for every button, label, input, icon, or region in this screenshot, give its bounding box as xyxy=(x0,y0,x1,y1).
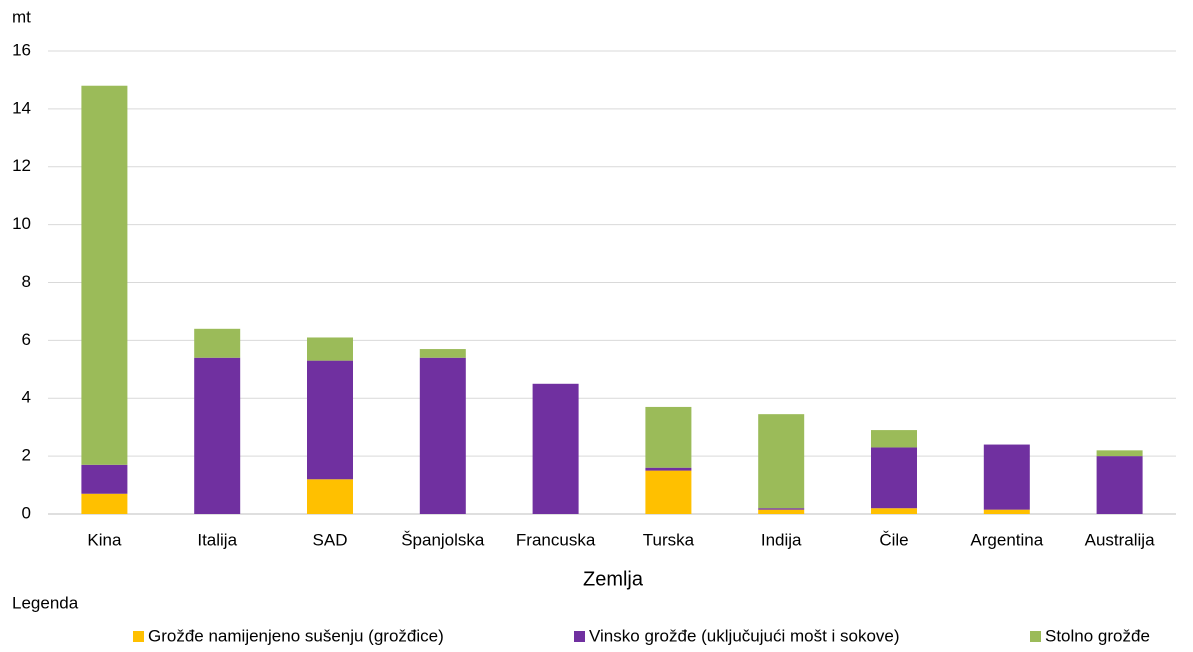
bar-segment xyxy=(532,383,579,514)
bar-segment xyxy=(81,464,128,494)
bar-segment xyxy=(645,467,692,471)
legend-label: Stolno grožđe xyxy=(1045,626,1150,645)
bar-segment xyxy=(419,357,466,514)
y-tick-label: 10 xyxy=(12,214,31,233)
bar-segment xyxy=(81,85,128,465)
legend-swatch xyxy=(133,631,144,642)
bar-segment xyxy=(1096,450,1143,457)
bar-segment xyxy=(307,479,353,514)
x-tick-label: Turska xyxy=(643,530,695,549)
x-axis-title: Zemlja xyxy=(583,568,644,590)
bar-segment xyxy=(983,509,1030,514)
legend-swatch xyxy=(574,631,585,642)
y-tick-label: 4 xyxy=(22,388,31,407)
y-tick-label: 16 xyxy=(12,40,31,59)
y-axis-title: mt xyxy=(12,7,31,26)
x-tick-label: Argentina xyxy=(970,530,1043,549)
bar-segment xyxy=(871,508,917,514)
bar-segment xyxy=(307,360,353,480)
bar-segment xyxy=(871,447,917,509)
bar-segment xyxy=(81,493,128,514)
x-tick-label: Australija xyxy=(1085,530,1155,549)
bar-segment xyxy=(758,509,805,514)
x-tick-label: Italija xyxy=(197,530,237,549)
bar-segment xyxy=(1096,456,1143,514)
bar-segment xyxy=(758,414,805,509)
x-tick-label: Čile xyxy=(879,530,908,549)
bar-segment xyxy=(645,470,692,514)
x-tick-label: SAD xyxy=(313,530,348,549)
bar-segment xyxy=(871,430,917,448)
bar-segment xyxy=(758,508,805,510)
bar-segment xyxy=(307,337,353,361)
y-tick-label: 14 xyxy=(12,98,31,117)
x-tick-label: Francuska xyxy=(516,530,596,549)
y-tick-label: 2 xyxy=(22,446,31,465)
y-tick-label: 6 xyxy=(22,330,31,349)
bar-segment xyxy=(983,444,1030,510)
y-tick-label: 0 xyxy=(22,503,31,522)
y-tick-label: 12 xyxy=(12,156,31,175)
legend-label: Grožđe namijenjeno sušenju (grožđice) xyxy=(148,626,444,645)
legend-label: Vinsko grožđe (uključujući mošt i sokove… xyxy=(589,626,900,645)
x-tick-label: Kina xyxy=(87,530,122,549)
x-tick-label: Indija xyxy=(761,530,802,549)
bar-segment xyxy=(419,349,466,358)
x-tick-label: Španjolska xyxy=(401,530,485,549)
bar-segment xyxy=(194,357,241,514)
legend-swatch xyxy=(1030,631,1041,642)
bar-segment xyxy=(645,406,692,468)
legend-title: Legenda xyxy=(12,593,79,612)
y-tick-label: 8 xyxy=(22,272,31,291)
bar-segment xyxy=(194,328,241,358)
